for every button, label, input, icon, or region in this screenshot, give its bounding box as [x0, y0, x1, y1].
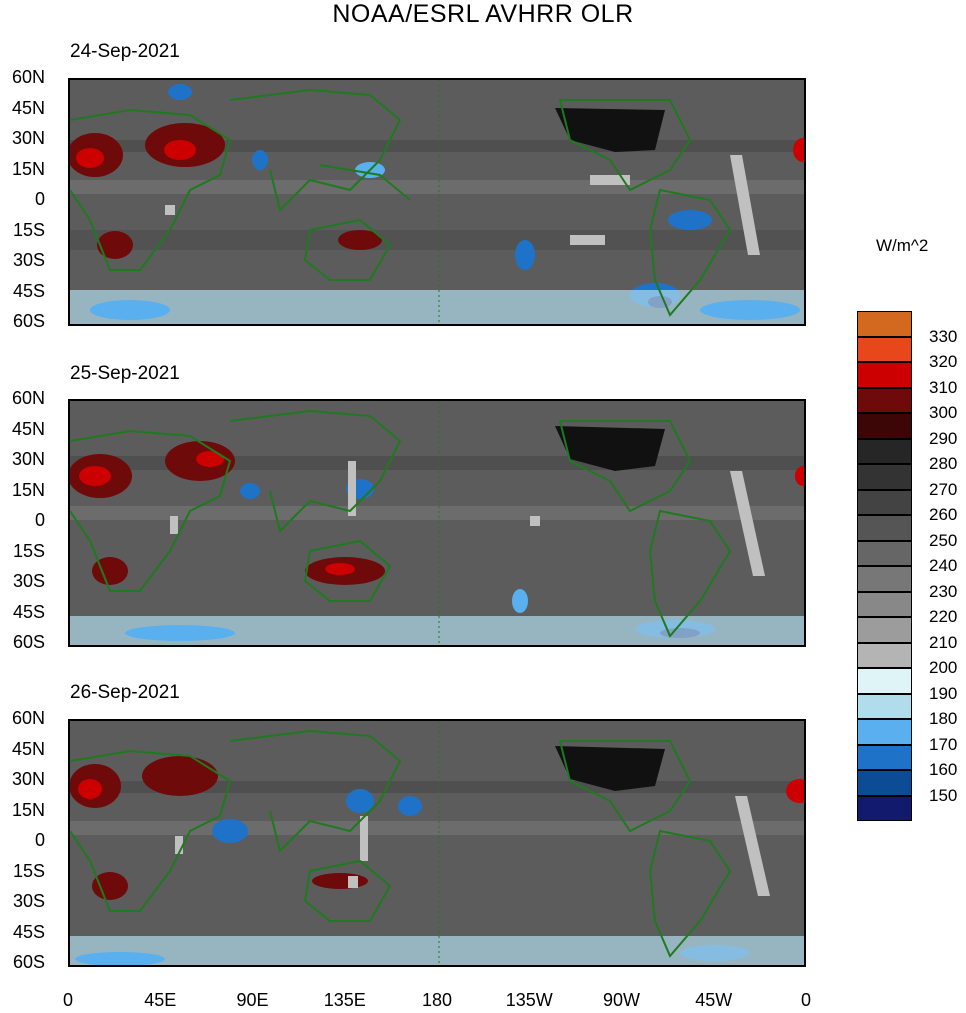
latitude-label: 0	[34, 510, 45, 530]
colorbar-swatch	[857, 770, 912, 796]
colorbar-swatch	[857, 744, 912, 770]
latitude-label: 60S	[12, 311, 45, 331]
longitude-label: 0	[800, 990, 812, 1010]
latitude-label: 30S	[12, 571, 45, 591]
colorbar-level-label: 270	[929, 479, 958, 499]
colorbar-level-label: 250	[929, 530, 958, 550]
colorbar-level-label: 160	[929, 760, 958, 779]
latitude-label: 0	[34, 189, 45, 209]
panel-date-2: 25-Sep-2021	[70, 363, 180, 384]
latitude-label: 60N	[11, 388, 45, 408]
longitude-label: 45E	[144, 990, 177, 1010]
latitude-label: 60S	[12, 952, 45, 972]
colorbar-level-label: 190	[929, 683, 958, 703]
latitude-label: 30N	[11, 769, 45, 789]
latitude-label: 30N	[11, 449, 45, 469]
latitude-label: 60N	[11, 67, 45, 87]
olr-map-panel-3	[68, 719, 806, 967]
colorbar-swatch	[857, 464, 912, 490]
longitude-label: 180	[421, 990, 453, 1010]
colorbar-level-label: 210	[929, 632, 958, 652]
latitude-label: 15S	[12, 219, 45, 240]
colorbar-swatch	[857, 642, 912, 668]
latitude-label: 30N	[11, 128, 45, 148]
olr-field-panel-2	[70, 401, 804, 645]
longitude-label: 135E	[323, 990, 366, 1010]
latitude-label: 45N	[11, 738, 45, 759]
colorbar-swatch	[857, 591, 912, 617]
colorbar-level-label: 320	[929, 352, 958, 371]
colorbar-swatch	[857, 413, 912, 439]
olr-field-panel-1	[70, 80, 804, 324]
colorbar-level-label: 310	[929, 377, 958, 397]
longitude-label: 90W	[602, 990, 641, 1010]
longitude-label: 135W	[505, 990, 553, 1010]
colorbar-swatch	[857, 668, 912, 694]
latitude-label: 0	[34, 830, 45, 850]
colorbar-swatch	[857, 566, 912, 592]
colorbar-swatch	[857, 540, 912, 566]
panel-date-3: 26-Sep-2021	[70, 682, 180, 703]
colorbar-unit-label: W/m^2	[876, 236, 929, 255]
colorbar-level-label: 150	[929, 785, 958, 805]
colorbar-level-label: 240	[929, 556, 958, 575]
latitude-label: 15N	[11, 479, 45, 500]
latitude-label: 60N	[11, 708, 45, 728]
colorbar-level-label: 300	[929, 403, 958, 422]
latitude-label: 15S	[12, 540, 45, 561]
latitude-label: 15S	[12, 860, 45, 881]
olr-map-panel-1	[68, 78, 806, 326]
latitude-label: 45S	[12, 280, 45, 301]
latitude-label: 45S	[12, 921, 45, 942]
latitude-label: 45N	[11, 418, 45, 439]
latitude-label: 30S	[12, 891, 45, 911]
colorbar-swatch	[857, 438, 912, 464]
colorbar-level-label: 230	[929, 581, 958, 601]
longitude-label: 90E	[236, 990, 269, 1010]
colorbar-swatch	[857, 515, 912, 541]
colorbar-level-label: 330	[929, 326, 958, 346]
longitude-label: 45W	[695, 990, 733, 1010]
colorbar-swatch	[857, 311, 912, 337]
latitude-label: 15N	[11, 158, 45, 179]
colorbar-level-label: 260	[929, 505, 958, 524]
colorbar-swatch	[857, 693, 912, 719]
colorbar-level-label: 170	[929, 734, 958, 754]
colorbar-swatch	[857, 719, 912, 745]
olr-map-panel-2	[68, 399, 806, 647]
olr-field-panel-3	[70, 721, 804, 965]
panel-date-1: 24-Sep-2021	[70, 41, 180, 62]
latitude-label: 45S	[12, 601, 45, 622]
latitude-label: 45N	[11, 97, 45, 118]
colorbar-level-label: 290	[929, 428, 958, 448]
colorbar-level-label: 200	[929, 658, 958, 677]
colorbar-level-label: 280	[929, 454, 958, 473]
latitude-label: 30S	[12, 250, 45, 270]
colorbar-swatch	[857, 336, 912, 362]
colorbar-level-label: 180	[929, 709, 958, 728]
colorbar-swatch	[857, 617, 912, 643]
colorbar-level-label: 220	[929, 607, 958, 626]
colorbar-swatch	[857, 362, 912, 388]
colorbar-swatch	[857, 795, 912, 821]
colorbar-swatch	[857, 489, 912, 515]
latitude-label: 15N	[11, 799, 45, 820]
longitude-label: 0	[62, 990, 74, 1010]
figure-title: NOAA/ESRL AVHRR OLR	[332, 0, 634, 28]
latitude-label: 60S	[12, 632, 45, 652]
colorbar-swatch	[857, 387, 912, 413]
